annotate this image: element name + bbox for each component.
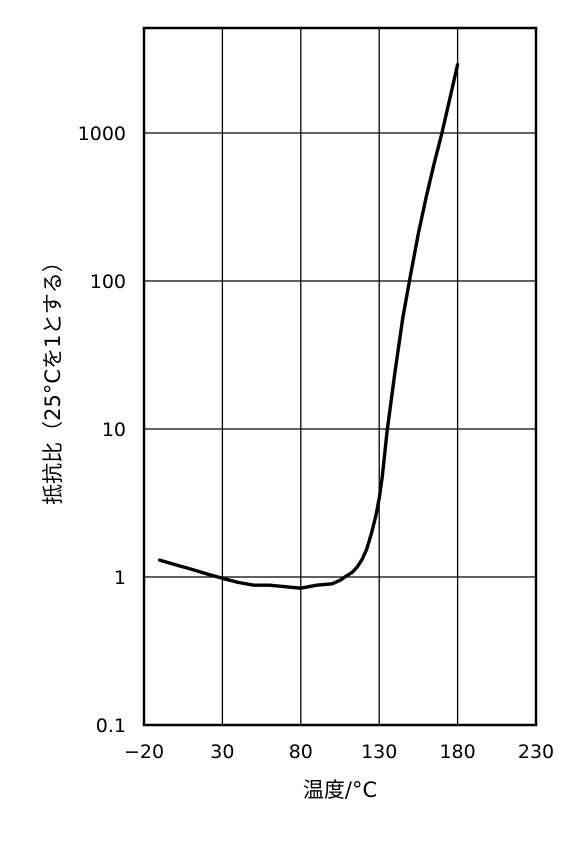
x-tick-label: 130 <box>361 741 397 763</box>
y-tick-label: 10 <box>102 419 126 441</box>
y-axis-title: 抵抗比（25°Cを1とする） <box>41 251 65 505</box>
y-tick-label: 1000 <box>78 123 126 145</box>
x-tick-label: 30 <box>210 741 234 763</box>
x-axis-title: 温度/°C <box>303 778 377 802</box>
y-tick-label: 0.1 <box>96 715 126 737</box>
x-axis-tick-labels: −20 30 80 130 180 230 <box>124 741 554 763</box>
plot-frame <box>142 26 538 727</box>
x-tick-label: 230 <box>518 741 554 763</box>
grid-lines <box>144 28 536 725</box>
x-tick-label: −20 <box>124 741 164 763</box>
series-layer <box>157 62 460 590</box>
x-tick-label: 180 <box>439 741 475 763</box>
x-tick-label: 80 <box>289 741 313 763</box>
y-tick-label: 1 <box>114 567 126 589</box>
plot-border <box>142 26 538 727</box>
y-tick-label: 100 <box>90 271 126 293</box>
series-line <box>157 62 460 590</box>
y-axis-tick-labels: 0.1 1 10 100 1000 <box>78 123 126 737</box>
